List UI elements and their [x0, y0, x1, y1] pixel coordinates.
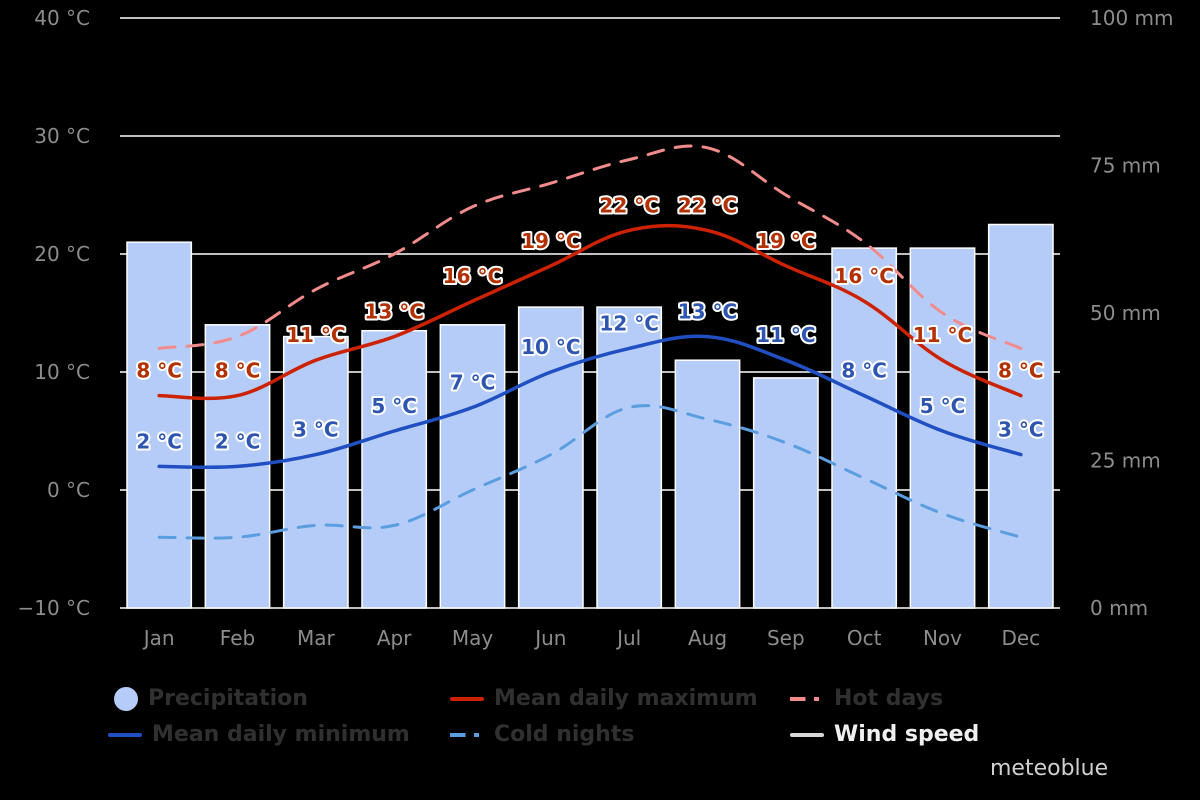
data-label-min: 12 °C [599, 311, 658, 335]
precipitation-bar [831, 247, 898, 609]
data-label-max: 22 °C [678, 193, 737, 217]
data-label-min: 2 °C [136, 429, 182, 453]
legend-min-label: Mean daily minimum [152, 722, 410, 747]
x-tick-label: Oct [847, 626, 882, 650]
precipitation-bar [282, 335, 349, 609]
x-tick-label: Feb [220, 626, 255, 650]
precipitation-bar [361, 329, 428, 609]
precipitation-bar [909, 247, 976, 609]
min-line-icon [108, 732, 142, 737]
max-line-icon [450, 696, 484, 701]
data-label-max: 8 °C [136, 359, 182, 383]
data-label-min: 3 °C [998, 418, 1044, 442]
x-tick-label: Aug [688, 626, 727, 650]
data-label-min: 2 °C [215, 429, 261, 453]
cold-dash-icon [450, 732, 484, 737]
y-right-tick-label: 50 mm [1090, 301, 1161, 325]
data-label-max: 16 °C [443, 264, 502, 288]
data-label-max: 22 °C [599, 193, 658, 217]
series-line-max [157, 223, 1023, 401]
precipitation-bars [126, 223, 1054, 609]
y-left-tick-label: 30 °C [34, 124, 90, 148]
credit-text: meteoblue [990, 756, 1109, 781]
grid-lines [120, 17, 1060, 609]
data-label-min: 8 °C [841, 359, 887, 383]
x-tick-label: Jun [533, 626, 566, 650]
data-label-max: 8 °C [215, 359, 261, 383]
data-label-max: 16 °C [834, 264, 893, 288]
x-tick-label: May [452, 626, 494, 650]
data-label-min: 11 °C [756, 323, 815, 347]
data-label-max: 13 °C [364, 300, 423, 324]
data-label-max: 8 °C [998, 359, 1044, 383]
precipitation-bar [126, 241, 193, 609]
x-tick-label: Nov [923, 626, 962, 650]
precipitation-bar [517, 306, 584, 609]
precipitation-bar [752, 377, 819, 609]
wind-line-icon [790, 732, 824, 737]
y-left-tick-label: −10 °C [17, 596, 90, 620]
hot-dash-icon [790, 696, 824, 701]
x-tick-label: Jul [615, 626, 641, 650]
series-line-min [157, 334, 1023, 470]
legend-cold-nights[interactable]: Cold nights [450, 722, 634, 747]
legend-cold-label: Cold nights [494, 722, 635, 747]
data-label-max: 11 °C [913, 323, 972, 347]
series-line-hot [157, 144, 1023, 350]
legend-mean-daily-minimum[interactable]: Mean daily minimum [108, 722, 410, 747]
precipitation-bar [439, 324, 506, 609]
data-label-max: 19 °C [756, 229, 815, 253]
legend-mean-daily-maximum[interactable]: Mean daily maximum [450, 686, 758, 711]
x-tick-label: Apr [377, 626, 412, 650]
precipitation-dot-icon [114, 686, 138, 711]
y-right-tick-label: 100 mm [1090, 6, 1174, 30]
legend-hot-label: Hot days [834, 686, 944, 711]
x-tick-label: Sep [767, 626, 805, 650]
legend-hot-days[interactable]: Hot days [790, 686, 943, 711]
data-label-min: 5 °C [371, 394, 417, 418]
data-label-max: 19 °C [521, 229, 580, 253]
legend-wind-label: Wind speed [834, 722, 980, 747]
y-left-tick-label: 0 °C [47, 478, 90, 502]
data-labels: 8 °C 8 °C 11 °C 13 °C 16 °C 19 °C 22 °C 22 °C 19… [134, 191, 1045, 455]
legend-precipitation-label: Precipitation [148, 686, 308, 711]
y-right-tick-label: 75 mm [1090, 154, 1161, 178]
precipitation-bar [987, 223, 1054, 609]
axes: 40 °C 30 °C 20 °C 10 °C 0 °C −10 °C 100 mm 75 m… [17, 6, 1173, 650]
y-left-tick-label: 40 °C [34, 6, 90, 30]
data-label-min: 3 °C [293, 418, 339, 442]
x-tick-label: Dec [1001, 626, 1040, 650]
x-tick-label: Mar [297, 626, 336, 650]
y-right-tick-label: 25 mm [1090, 449, 1161, 473]
precipitation-bar [596, 306, 663, 609]
data-label-min: 7 °C [450, 370, 496, 394]
legend-precipitation[interactable]: Precipitation [114, 686, 308, 711]
data-label-min: 10 °C [521, 335, 580, 359]
series-line-cold [157, 404, 1023, 540]
legend-max-label: Mean daily maximum [494, 686, 758, 711]
legend-wind-speed[interactable]: Wind speed [790, 722, 979, 747]
data-label-min: 13 °C [678, 300, 737, 324]
y-right-tick-label: 0 mm [1090, 596, 1148, 620]
y-left-tick-label: 10 °C [34, 360, 90, 384]
y-left-tick-label: 20 °C [34, 242, 90, 266]
x-tick-label: Jan [142, 626, 175, 650]
data-label-min: 5 °C [920, 394, 966, 418]
temperature-lines [157, 144, 1023, 540]
precipitation-bar [674, 359, 741, 609]
data-label-max: 11 °C [286, 323, 345, 347]
